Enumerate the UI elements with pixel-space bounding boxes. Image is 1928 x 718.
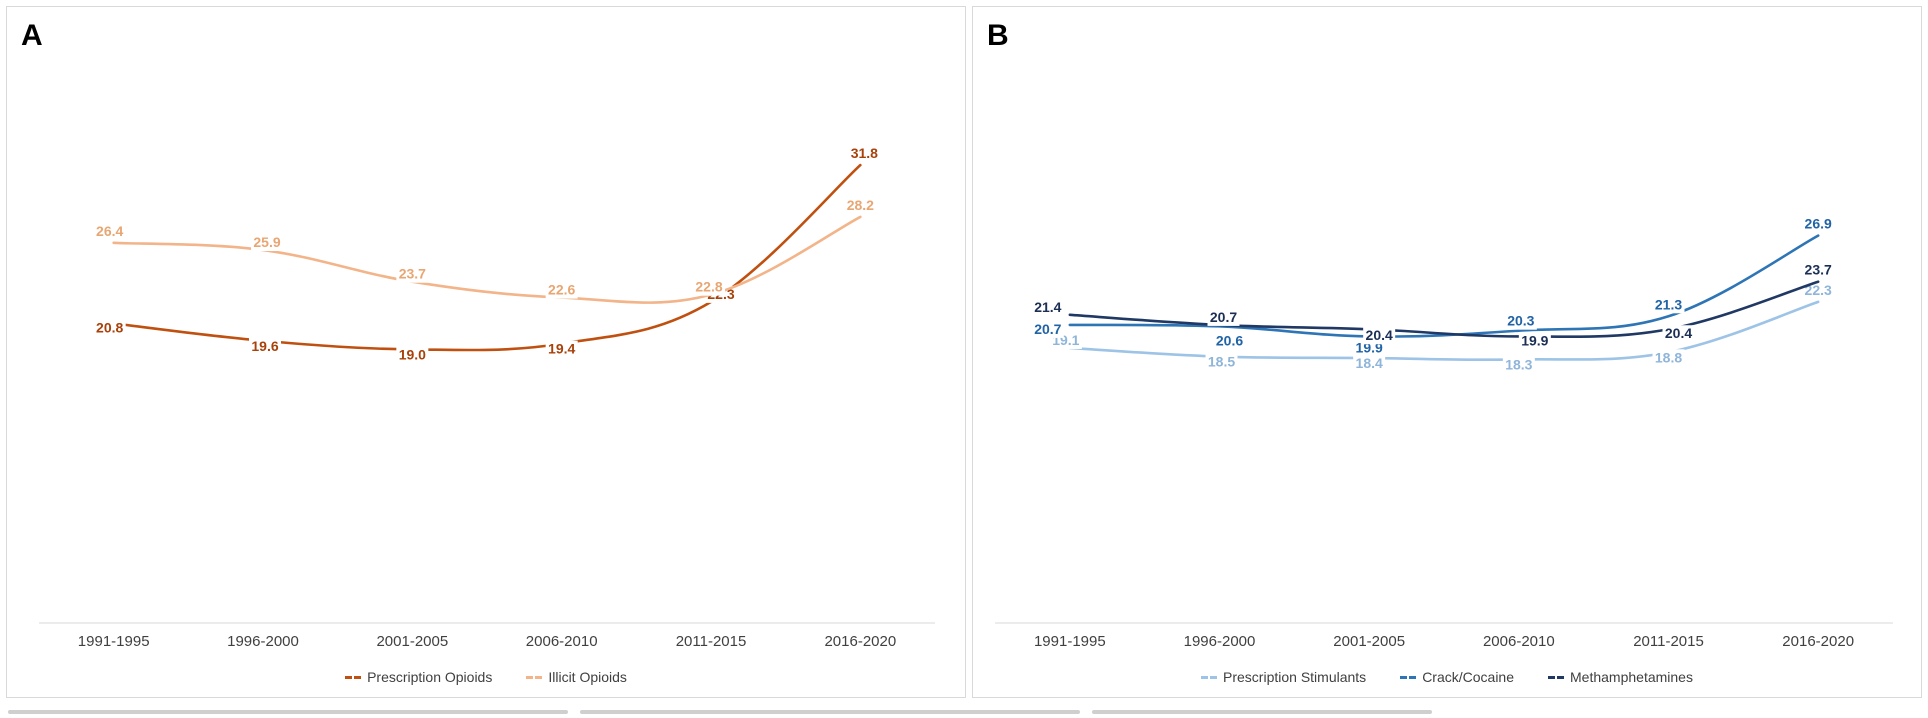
data-label: 28.2 [847,197,874,213]
data-label: 20.3 [1507,313,1534,329]
x-tick-label: 2006-2010 [1483,633,1555,650]
data-label: 19.9 [1521,332,1548,348]
data-label: 26.9 [1805,216,1832,232]
data-label: 21.3 [1655,296,1682,312]
legend-label: Illicit Opioids [548,669,627,685]
data-label: 18.3 [1505,356,1532,372]
x-tick-label: 1996-2000 [227,633,299,650]
line-chart-a: 1991-1995 1996-2000 2001-2005 2006-2010 2011… [39,145,935,650]
legend-label: Methamphetamines [1570,669,1693,685]
panel-label-a: A [21,19,43,52]
data-label-background [1802,261,1835,279]
legend-swatch [1548,675,1565,679]
data-label: 18.5 [1208,354,1235,370]
legend-label: Crack/Cocaine [1422,669,1515,685]
series-line [112,215,862,304]
data-label-background [1652,296,1685,314]
data-label: 22.3 [1805,282,1832,298]
data-label: 31.8 [851,145,878,161]
panel-label-b: B [987,19,1009,52]
x-tick-label: 2006-2010 [526,633,598,650]
data-label-background [396,265,429,283]
x-tick-label: 2011-2015 [676,633,747,650]
data-label-background [1518,332,1551,350]
caption-line [1092,710,1432,714]
legend-b: Prescription Stimulants Crack/Cocaine Me… [973,669,1921,685]
data-label: 19.0 [399,346,426,362]
data-label: 20.4 [1366,327,1393,343]
legend-swatch [526,675,543,679]
legend-label: Prescription Stimulants [1223,669,1367,685]
caption-line [580,710,1080,714]
legend-a: Prescription Opioids Illicit Opioids [7,669,965,685]
data-label-background [545,340,578,358]
data-label-background [1504,312,1537,330]
legend-label: Prescription Opioids [367,669,493,685]
series-line [1068,300,1820,362]
legend-item: Methamphetamines [1548,669,1693,685]
data-label-background [1802,281,1835,299]
data-label: 20.6 [1216,332,1243,348]
data-label: 20.4 [1665,325,1692,341]
series-line [112,163,862,352]
data-label-background [545,281,578,299]
data-label: 18.8 [1655,349,1682,365]
legend-item: Illicit Opioids [526,669,627,685]
chart-panel-b: B 1991-1995 1996-2000 2001-2005 2006-2010 20… [972,6,1922,698]
data-label-background [1205,353,1238,371]
x-tick-label: 1996-2000 [1184,633,1256,650]
legend-swatch [345,675,362,679]
data-label-background [1652,349,1685,367]
data-label: 20.8 [96,319,123,335]
data-label-background [93,222,126,240]
line-chart-b: 1991-1995 1996-2000 2001-2005 2006-2010 2011… [995,215,1893,650]
data-label: 23.7 [399,266,426,282]
data-label-background [1502,356,1535,374]
data-label-background [844,196,877,214]
x-tick-label: 1991-1995 [78,633,150,650]
data-label-background [1031,320,1064,338]
data-label-background [249,337,281,355]
legend-swatch [1400,675,1417,679]
chart-panel-a: A 1991-1995 1996-2000 2001-2005 2006-2010 20… [6,6,966,698]
x-tick-label: 2001-2005 [1333,633,1405,650]
data-label-background [1207,308,1240,326]
data-label: 19.6 [251,338,278,354]
data-label-background [1662,325,1695,343]
data-label-background [693,278,725,296]
data-label: 18.4 [1356,355,1383,371]
data-label: 22.6 [548,282,575,298]
data-label-background [1353,355,1386,373]
caption-strip-decoration [0,706,1928,718]
data-label: 21.4 [1034,299,1061,315]
data-label: 22.8 [695,279,722,295]
legend-item: Prescription Stimulants [1201,669,1366,685]
data-label-background [93,319,126,337]
x-tick-label: 2001-2005 [376,633,448,650]
data-label: 25.9 [253,234,280,250]
legend-swatch [1201,675,1218,679]
legend-item: Crack/Cocaine [1400,669,1514,685]
data-label: 20.7 [1210,309,1237,325]
caption-line [8,710,568,714]
data-label: 23.7 [1805,262,1832,278]
legend-item: Prescription Opioids [345,669,492,685]
data-label-background [1213,332,1246,350]
x-tick-label: 2016-2020 [1782,633,1854,650]
data-label-background [1031,298,1064,316]
data-label: 19.4 [548,341,575,357]
x-tick-label: 1991-1995 [1034,633,1106,650]
data-label-background [848,145,881,163]
x-tick-label: 2016-2020 [824,633,896,650]
series-line [1068,280,1820,339]
data-label: 26.4 [96,223,123,239]
data-label-background [396,346,429,364]
data-label-background [1363,327,1396,345]
data-label-background [1802,215,1835,233]
data-label-background [251,234,283,252]
x-tick-label: 2011-2015 [1633,633,1704,650]
data-label: 20.7 [1034,321,1061,337]
